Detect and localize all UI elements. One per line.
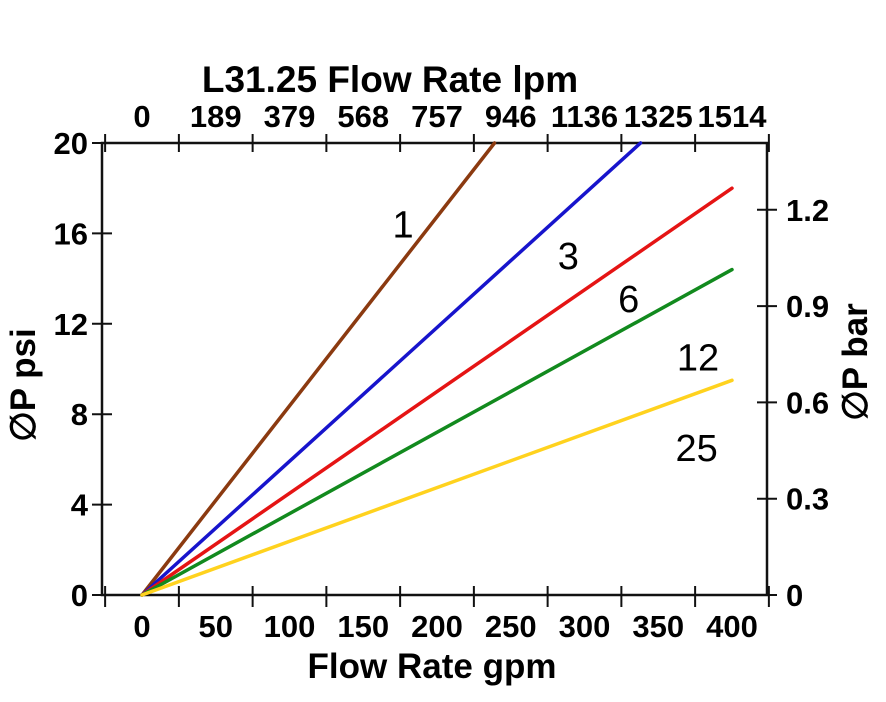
series-line-1 (140, 141, 497, 597)
top-axis-tick-label: 379 (264, 99, 316, 134)
bottom-axis-tick-label: 250 (485, 609, 537, 644)
top-axis-tick-label: 757 (411, 99, 463, 134)
series-line-12 (140, 267, 734, 597)
top-axis-tick-label: 0 (133, 99, 150, 134)
bottom-axis-tick-label: 200 (411, 609, 463, 644)
right-axis-tick-label: 0 (786, 578, 803, 613)
right-axis-tick-label: 0.9 (786, 289, 829, 324)
right-axis-tick-label: 0.3 (786, 482, 829, 517)
left-axis-tick-label: 20 (54, 126, 88, 161)
left-axis-tick-label: 12 (54, 307, 88, 342)
bottom-axis-tick-label: 400 (706, 609, 758, 644)
series-label-25: 25 (675, 428, 717, 470)
top-axis-title: L31.25 Flow Rate lpm (201, 59, 579, 100)
series-label-6: 6 (618, 279, 639, 321)
series-line-25 (140, 378, 734, 597)
bottom-axis-tick-label: 150 (337, 609, 389, 644)
bottom-axis-title: Flow Rate gpm (307, 647, 557, 686)
bottom-axis-tick-label: 350 (632, 609, 684, 644)
top-axis-tick-label: 568 (337, 99, 389, 134)
series-line-3 (140, 141, 643, 597)
series-label-12: 12 (677, 338, 719, 380)
series-label-3: 3 (558, 236, 579, 278)
bottom-axis-tick-label: 100 (264, 609, 316, 644)
bottom-axis-tick-label: 0 (133, 609, 150, 644)
series-label-1: 1 (393, 204, 414, 246)
top-axis-tick-label: 1136 (551, 99, 618, 134)
left-axis-tick-label: 16 (54, 216, 88, 251)
left-axis-tick-label: 4 (71, 488, 89, 523)
right-axis-tick-label: 1.2 (786, 193, 829, 228)
top-axis-tick-label: 1514 (698, 99, 768, 134)
left-axis-tick-label: 0 (71, 578, 88, 613)
plot-frame (100, 141, 769, 597)
left-axis-tick-label: 8 (71, 397, 88, 432)
right-axis-tick-label: 0.6 (786, 385, 829, 420)
bottom-axis-tick-label: 300 (559, 609, 611, 644)
top-axis-tick-label: 189 (190, 99, 242, 134)
top-axis-tick-label: 946 (485, 99, 537, 134)
bottom-axis-tick-label: 50 (199, 609, 233, 644)
series-line-6 (140, 186, 734, 597)
top-axis-tick-label: 1325 (624, 99, 693, 134)
